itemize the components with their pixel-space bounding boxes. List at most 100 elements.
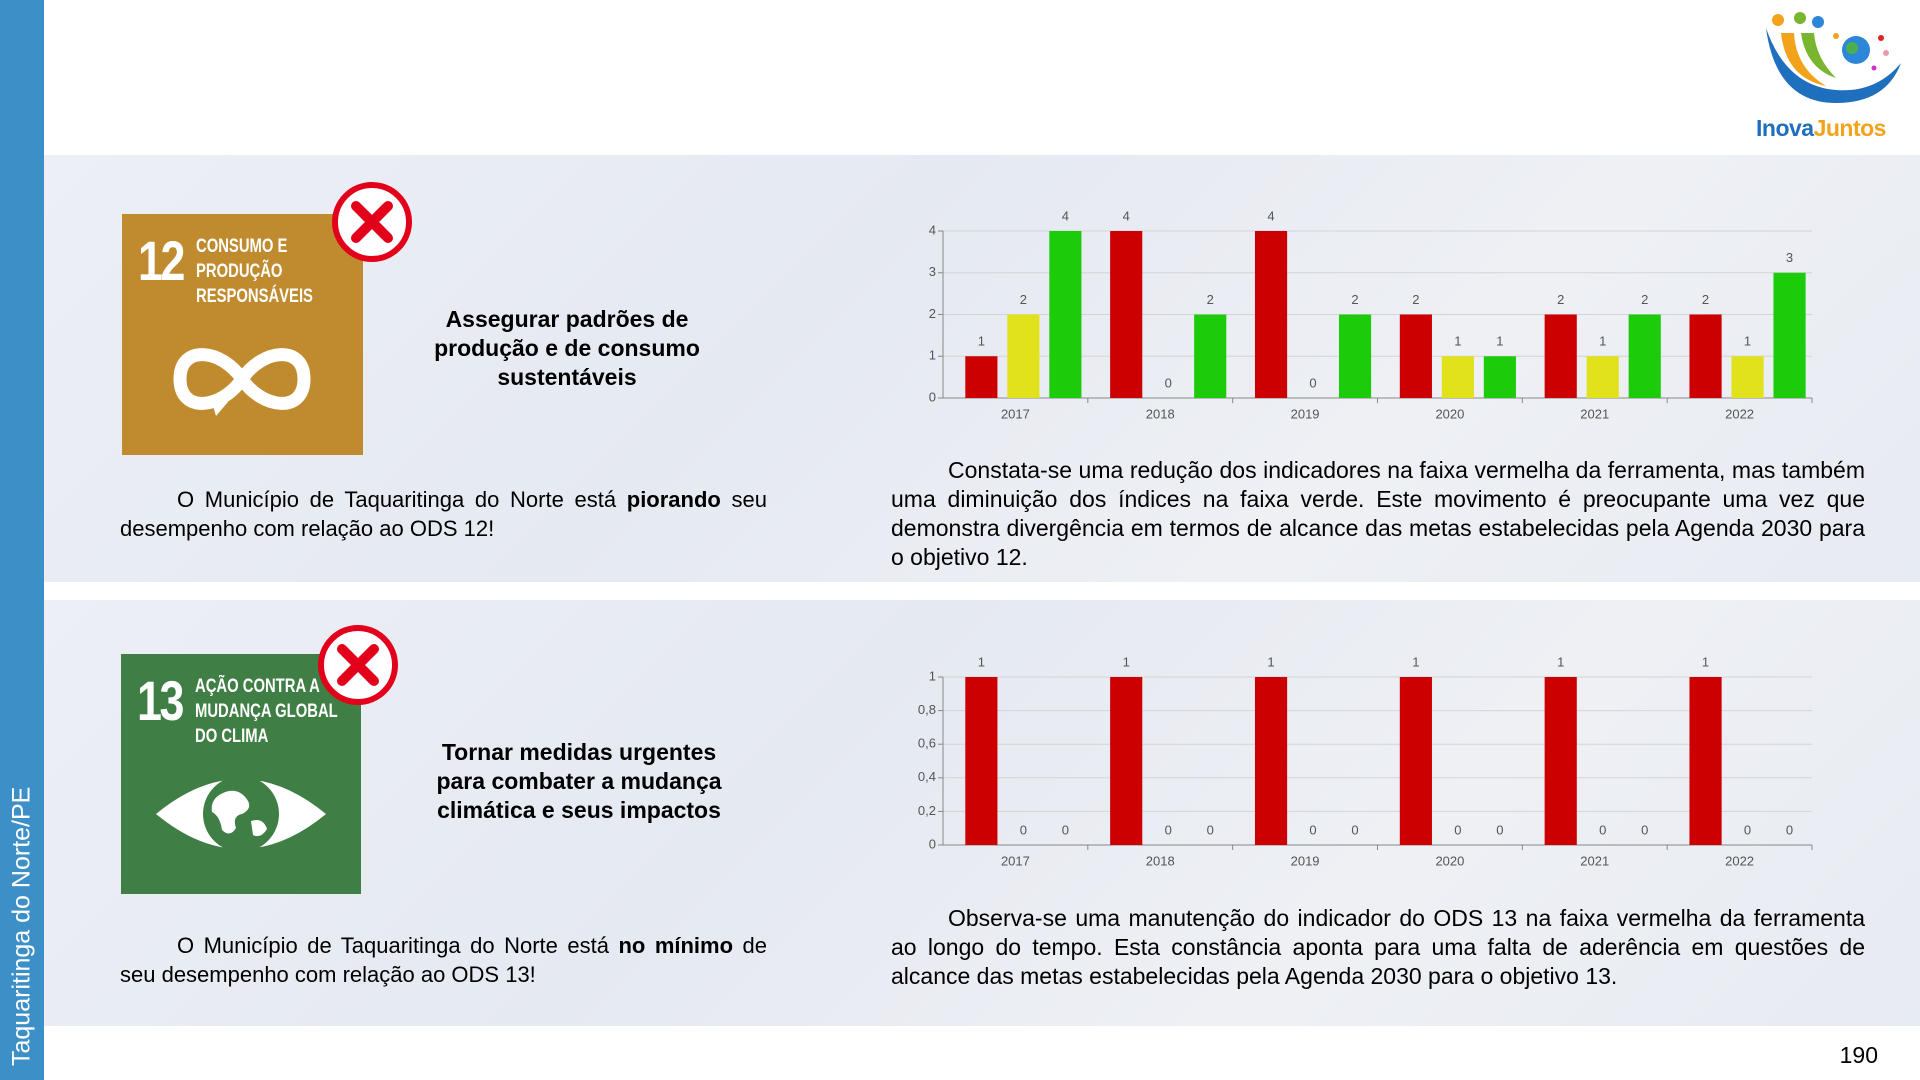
bar [965,677,998,845]
bar [1254,677,1288,845]
data-label: 2 [1412,292,1419,307]
data-label: 0 [1496,822,1503,837]
data-label: 0 [1351,822,1358,837]
sdg-label-line: RESPONSÁVEIS [196,286,313,307]
sdg-label-line: CONSUMO E [196,236,288,257]
y-tick-label: 1 [929,348,936,363]
y-tick-label: 0,4 [918,769,936,784]
infinity-symbol [173,348,311,416]
data-label: 4 [1062,208,1069,223]
x-tick-label: 2020 [1435,853,1464,868]
section-heading: Assegurar padrões de produção e de consum… [357,305,777,392]
data-label: 0 [1309,375,1316,390]
data-label: 0 [1744,822,1751,837]
bar [1773,272,1806,398]
sdg-icon: 13 AÇÃO CONTRA A MUDANÇA GLOBAL DO CLIMA [121,654,361,894]
x-tick-label: 2019 [1291,853,1320,868]
sdg-label: CONSUMO E PRODUÇÃO RESPONSÁVEIS [196,234,313,309]
y-tick-label: 1 [929,668,936,683]
data-label: 1 [1702,654,1709,669]
data-label: 2 [1351,292,1358,307]
sdg-icon: 12 CONSUMO E PRODUÇÃO RESPONSÁVEIS [122,214,363,455]
data-label: 2 [1702,292,1709,307]
sdg-label-line: MUDANÇA GLOBAL [195,701,338,722]
x-tick-label: 2019 [1291,406,1320,421]
bar [1194,314,1227,398]
x-tick-label: 2021 [1580,406,1609,421]
data-label: 2 [1207,292,1214,307]
sdg-label-line: AÇÃO CONTRA A [195,676,320,697]
logo-graphic [1766,12,1901,103]
sdg-number: 13 [137,669,184,732]
data-label: 1 [1123,654,1130,669]
data-label: 4 [1123,208,1130,223]
sdg-label-line: PRODUÇÃO [196,261,283,282]
summary: O Município de Taquaritinga do Norte est… [120,485,767,543]
bar [1007,314,1040,398]
bar [1399,677,1432,845]
y-tick-label: 4 [929,222,936,237]
data-label: 0 [1641,822,1648,837]
sdg-label-line: DO CLIMA [195,726,269,747]
data-label: 1 [978,654,985,669]
eye-globe [156,776,326,852]
bar [1544,314,1577,398]
bar-chart: 0 1 2 3 4 2017 2018 2019 2020 2021 2022 1 4 4 2 2 2 2 0 0 1 1… [929,208,1813,421]
data-label: 0 [1207,822,1214,837]
summary-text: de seu desempenho com relação ao ODS 13! [120,933,768,987]
data-label: 0 [1599,822,1606,837]
fail-mark [318,625,398,705]
y-tick-label: 0 [929,389,936,404]
data-label: 1 [978,334,985,349]
y-tick-label: 3 [929,264,936,279]
data-label: 4 [1267,208,1274,223]
description: Constata-se uma redução dos indicadores … [891,457,1865,570]
data-label: 0 [1062,822,1069,837]
section-heading: Tornar medidas urgentes para combater a m… [369,738,789,825]
data-label: 0 [1454,822,1461,837]
data-label: 0 [1020,822,1027,837]
fail-mark [332,182,412,262]
heading-line: sustentáveis [497,364,637,390]
x-tick-label: 2017 [1001,406,1030,421]
summary-emphasis: no mínimo [618,933,734,958]
bar [1399,314,1432,398]
bar [1110,677,1143,845]
y-tick-label: 0,6 [918,736,936,751]
data-label: 3 [1786,250,1793,265]
data-label: 1 [1454,334,1461,349]
y-tick-label: 2 [929,306,936,321]
heading-line: produção e de consumo [434,335,700,361]
sidebar: Taquaritinga do Norte/PE [0,0,44,1080]
bar [1254,231,1288,398]
x-tick-label: 2022 [1725,853,1754,868]
bar [1049,231,1082,398]
bar [1586,356,1619,398]
x-tick-label: 2021 [1580,853,1609,868]
bar-chart: 0 0,2 0,4 0,6 0,8 1 2017 2018 2019 2020 2021 2022 1 1… [918,654,1813,868]
heading-line: Assegurar padrões de [445,306,689,332]
logo-part: Juntos [1813,115,1887,141]
data-label: 1 [1599,334,1606,349]
sidebar-text: Taquaritinga do Norte/PE [7,786,36,1066]
data-label: 1 [1744,334,1751,349]
sdg-label: AÇÃO CONTRA A MUDANÇA GLOBAL DO CLIMA [195,674,338,749]
x-tick-label: 2020 [1435,406,1464,421]
x-tick-label: 2018 [1146,853,1175,868]
data-label: 0 [1786,822,1793,837]
bar [1731,356,1764,398]
data-label: 1 [1557,654,1564,669]
data-label: 1 [1496,334,1503,349]
data-label: 0 [1165,375,1172,390]
heading-line: climática e seus impactos [437,797,721,823]
logo: InovaJuntos [1756,8,1906,141]
sdg-number: 12 [138,229,185,292]
summary: O Município de Taquaritinga do Norte est… [120,931,767,989]
bar [1110,231,1143,398]
logo-text: InovaJuntos [1756,115,1906,142]
x-tick-label: 2022 [1725,406,1754,421]
logo-part: Inova [1756,115,1814,141]
summary-text: seu desempenho com relação ao ODS 12! [120,487,767,541]
bar [1689,677,1722,845]
